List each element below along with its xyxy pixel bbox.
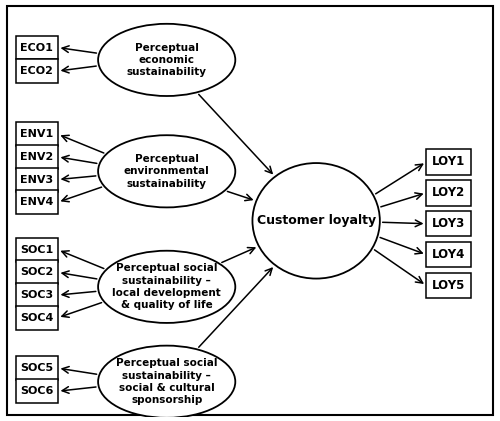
FancyBboxPatch shape <box>16 261 58 284</box>
FancyBboxPatch shape <box>16 283 58 307</box>
Text: Perceptual social
sustainability –
local development
& quality of life: Perceptual social sustainability – local… <box>112 263 221 310</box>
Text: SOC1: SOC1 <box>20 245 54 255</box>
Text: LOY4: LOY4 <box>432 248 465 261</box>
FancyBboxPatch shape <box>426 211 470 237</box>
FancyBboxPatch shape <box>16 379 58 403</box>
FancyBboxPatch shape <box>16 190 58 214</box>
Text: SOC2: SOC2 <box>20 267 54 277</box>
FancyBboxPatch shape <box>16 306 58 330</box>
Ellipse shape <box>98 346 235 418</box>
Text: ECO2: ECO2 <box>20 66 54 76</box>
Ellipse shape <box>252 163 380 279</box>
Text: Perceptual
economic
sustainability: Perceptual economic sustainability <box>126 43 206 77</box>
Text: SOC6: SOC6 <box>20 386 54 396</box>
FancyBboxPatch shape <box>16 122 58 146</box>
FancyBboxPatch shape <box>426 149 470 175</box>
Text: SOC4: SOC4 <box>20 313 54 323</box>
FancyBboxPatch shape <box>426 273 470 298</box>
Text: Perceptual
environmental
sustainability: Perceptual environmental sustainability <box>124 154 210 189</box>
FancyBboxPatch shape <box>16 59 58 83</box>
FancyBboxPatch shape <box>426 180 470 205</box>
FancyBboxPatch shape <box>426 242 470 267</box>
FancyBboxPatch shape <box>16 145 58 169</box>
Text: ENV4: ENV4 <box>20 197 54 207</box>
FancyBboxPatch shape <box>16 356 58 380</box>
Text: LOY1: LOY1 <box>432 155 465 168</box>
Text: ECO1: ECO1 <box>20 43 54 53</box>
FancyBboxPatch shape <box>16 168 58 192</box>
Text: SOC5: SOC5 <box>20 363 54 373</box>
Text: LOY2: LOY2 <box>432 186 465 199</box>
Text: Customer loyalty: Customer loyalty <box>256 214 376 227</box>
Text: ENV3: ENV3 <box>20 175 54 184</box>
Ellipse shape <box>98 251 235 323</box>
Text: Perceptual social
sustainability –
social & cultural
sponsorship: Perceptual social sustainability – socia… <box>116 358 218 405</box>
Text: SOC3: SOC3 <box>20 290 54 300</box>
FancyBboxPatch shape <box>16 35 58 59</box>
Text: ENV2: ENV2 <box>20 152 54 162</box>
Ellipse shape <box>98 24 235 96</box>
Text: LOY5: LOY5 <box>432 279 465 292</box>
Ellipse shape <box>98 135 235 208</box>
Text: ENV1: ENV1 <box>20 129 54 139</box>
Text: LOY3: LOY3 <box>432 217 465 230</box>
FancyBboxPatch shape <box>16 238 58 262</box>
